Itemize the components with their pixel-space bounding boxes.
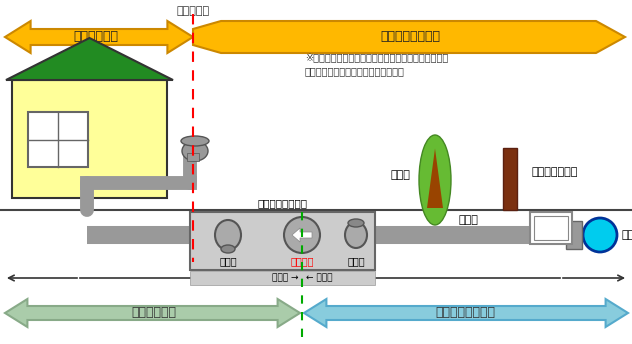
Text: 水質の管理: 水質の管理 xyxy=(176,6,210,16)
Polygon shape xyxy=(193,21,625,53)
Polygon shape xyxy=(292,228,312,242)
Bar xyxy=(566,221,582,249)
Text: 配水管: 配水管 xyxy=(622,230,632,240)
Text: お客様が管理: お客様が管理 xyxy=(73,31,119,43)
Ellipse shape xyxy=(181,136,209,146)
Text: 民地側: 民地側 xyxy=(390,170,410,180)
Text: ← 一次側: ← 一次側 xyxy=(306,273,332,282)
Bar xyxy=(28,112,88,167)
Text: 二次側 →: 二次側 → xyxy=(272,273,298,282)
Ellipse shape xyxy=(284,217,320,253)
Text: 水道事業者が管理: 水道事業者が管理 xyxy=(380,31,440,43)
Text: 止水栓: 止水栓 xyxy=(347,256,365,266)
Text: 水道事業者が修繕: 水道事業者が修繕 xyxy=(435,307,495,320)
Text: 逆止弁: 逆止弁 xyxy=(219,256,237,266)
Polygon shape xyxy=(5,21,193,53)
Polygon shape xyxy=(5,299,300,327)
Text: ※ただし、湯沸器・太陽熱温水器・浄水器等を通った
水の水質はお客様の管理となります。: ※ただし、湯沸器・太陽熱温水器・浄水器等を通った 水の水質はお客様の管理となりま… xyxy=(305,52,448,76)
Text: 道路（公道側）: 道路（公道側） xyxy=(532,167,578,177)
Ellipse shape xyxy=(221,245,235,253)
Ellipse shape xyxy=(182,141,208,161)
Bar xyxy=(534,216,568,240)
Bar xyxy=(190,271,375,285)
Bar xyxy=(190,212,375,270)
Text: メーター: メーター xyxy=(290,256,313,266)
Bar xyxy=(530,212,572,244)
Ellipse shape xyxy=(348,219,364,227)
Polygon shape xyxy=(304,299,628,327)
Ellipse shape xyxy=(419,135,451,225)
Text: 給水管: 給水管 xyxy=(458,215,478,225)
Text: お客様が修繕: お客様が修繕 xyxy=(131,307,176,320)
Ellipse shape xyxy=(215,220,241,250)
Ellipse shape xyxy=(345,222,367,248)
Polygon shape xyxy=(427,149,443,208)
Bar xyxy=(503,148,517,210)
Ellipse shape xyxy=(583,218,617,252)
FancyArrow shape xyxy=(187,153,199,161)
Bar xyxy=(12,80,167,198)
Text: メーターボックス: メーターボックス xyxy=(257,198,308,208)
Polygon shape xyxy=(6,38,173,80)
